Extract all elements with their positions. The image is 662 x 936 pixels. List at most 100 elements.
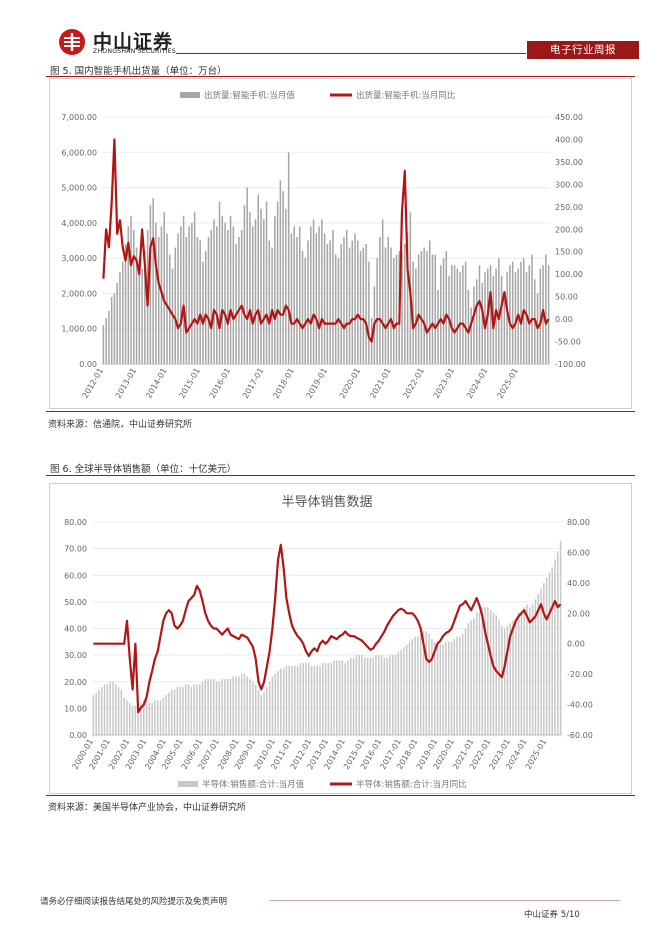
bar [467,623,470,735]
bar [285,665,288,735]
y-right-tick-label: 450.00 [555,113,583,122]
bar [196,236,199,364]
bar [368,261,370,364]
bar [95,692,97,735]
bar [379,236,381,364]
bar [511,261,514,364]
figure5-chart: 0.00 1,000.00 2,000.00 3,000.00 4,000.00 5,00… [49,78,632,409]
bar [145,700,148,735]
bar [313,665,316,735]
bar [445,641,447,735]
bar [168,692,170,735]
bar [291,665,293,735]
figure6-caption: 图 6. 全球半导体销售额（单位：十亿美元） [50,464,237,475]
bar [290,233,293,364]
y-right-tick-label: 400.00 [555,135,583,144]
bar [131,705,134,735]
bar [226,679,229,735]
bar [520,261,522,364]
bar [204,251,207,364]
bar [365,244,367,364]
bar [115,684,117,735]
bar [439,644,442,735]
x-tick-label: 2016-01 [208,367,233,400]
bar [500,275,503,364]
bar [406,233,409,364]
x-tick-label: 2012-01 [81,367,106,400]
bar [478,265,481,364]
bar [333,660,335,735]
bar [260,695,263,735]
bar [514,272,517,364]
y-right-tick-label: -40.00 [567,701,593,710]
bar [417,636,419,735]
y-left-tick-label: 0.00 [69,731,87,740]
bar [422,631,425,735]
bar [151,703,153,735]
bar [377,655,380,735]
bar [531,254,533,364]
bar [389,655,391,735]
bar [252,681,254,735]
bar [257,194,260,364]
legend-bar-label: 半导体:销售额:合计:当月值 [202,779,305,790]
bar [182,215,185,364]
bar [539,268,542,364]
bar [101,687,103,735]
bar [238,676,240,735]
bar [392,258,395,364]
bar [517,612,520,735]
bar [218,201,221,364]
bar [187,684,190,735]
bar [431,639,433,735]
bar [451,265,453,364]
bar [322,663,324,735]
bar [157,236,160,364]
bar [411,639,414,735]
y-right-tick-label: 250.00 [555,203,583,212]
bar [243,205,246,364]
y-left-tick-label: 3,000.00 [61,254,97,263]
series-line [93,543,562,714]
bar [149,205,152,364]
bar [121,261,124,364]
bar [459,636,461,735]
bar [391,655,394,735]
bar [489,265,492,364]
bar [363,657,366,735]
bar [403,647,405,735]
bar [103,684,106,735]
bar [321,219,323,364]
x-tick-label: 2017-01 [241,367,266,400]
bar [453,639,456,735]
bar [246,676,249,735]
bar [456,268,459,364]
bar [554,559,556,735]
bar [173,689,176,735]
bar [296,665,299,735]
bar [240,229,243,364]
bar [271,676,274,735]
figure6-top-rule [46,475,635,476]
bar [337,258,340,364]
bar [141,268,143,364]
figure6-bottom-rule [46,795,635,796]
bar [257,689,260,735]
chart-title: 半导体销售数据 [281,494,372,510]
bar [475,279,478,364]
bar [246,187,248,364]
bar [354,233,356,364]
bar [498,258,500,364]
bar [112,681,114,735]
y-left-tick-label: 80.00 [64,518,87,527]
bar [138,258,141,364]
legend-bar-swatch [178,781,198,787]
y-left-tick-label: 7,000.00 [61,113,97,122]
bar [461,633,464,735]
bar [140,703,142,735]
bar [419,633,422,735]
y-left-tick-label: 6,000.00 [61,148,97,157]
bar [470,620,472,735]
bar [506,625,509,735]
y-left-tick-label: 70.00 [64,545,87,554]
